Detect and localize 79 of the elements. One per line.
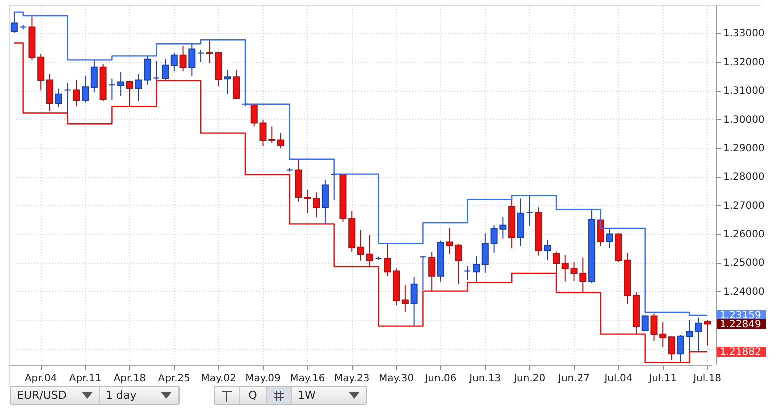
y-tick-label: 1.25000 [724,258,765,270]
x-tick-label: Apr.25 [158,374,191,384]
candlestick [428,252,436,292]
y-tick-label: 1.29000 [724,143,765,154]
candlestick [180,45,187,72]
y-tick-label: 1.31000 [724,86,765,98]
candlestick [206,40,214,64]
candlestick [482,233,489,274]
candlestick [606,228,614,249]
data-label: 1.23159 [720,310,762,322]
x-tick-label: Apr.11 [69,374,102,384]
candlestick [544,240,552,261]
x-tick-label: Apr.18 [114,374,146,384]
y-tick-label: 1.26000 [724,229,765,240]
candlestick [90,60,98,94]
text: 1 day [106,389,137,402]
x-tick-label: Jul.04 [604,374,633,384]
candlestick [153,60,160,82]
candlestick [108,78,116,101]
x-tick-label: Apr.04 [24,374,58,384]
x-tick-label: Jun.06 [424,374,457,384]
candlestick [82,75,90,104]
y-tick-label: 1.24000 [724,286,765,298]
candlestick [278,132,285,150]
x-tick-label: May.02 [201,374,236,384]
candlestick [233,69,240,100]
x-tick-label: Jun.20 [513,374,546,384]
candlestick [188,44,196,78]
candlestick [402,284,409,312]
candlestick [384,243,392,277]
candlestick [46,73,54,112]
y-tick-label: 1.27000 [724,200,765,212]
y-tick-label: 1.33000 [724,28,765,40]
candlestick [330,172,338,201]
text: Q [240,387,267,404]
y-tick-label: 1.32000 [724,57,765,68]
data-label: 1.21882 [720,347,762,358]
x-tick-label: Jul.18 [692,374,722,384]
x-tick-label: May.23 [334,374,370,384]
candlestick [668,336,676,361]
x-tick-label: Jun.13 [468,374,502,384]
candlestick [552,251,560,274]
candlestick [162,58,170,82]
x-tick-label: May.30 [378,374,414,384]
candlestick [562,254,569,282]
candlestick [73,79,80,108]
candlestick [358,230,364,262]
candlestick [38,53,45,92]
x-tick-label: May.09 [246,374,281,384]
candlestick [642,314,649,332]
candlestick [170,52,178,72]
y-tick-label: 1.28000 [724,172,765,184]
candlestick [250,104,258,128]
candlestick [366,234,374,267]
candlestick [64,82,72,114]
candlestick [118,71,125,97]
candlestick [410,277,418,327]
candlestick [677,334,684,364]
candlestick [55,88,62,108]
text: 1W [298,389,316,402]
candlestick [126,80,134,108]
candlestick [420,256,427,291]
candlestick [526,195,534,226]
x-tick-label: May.16 [290,374,326,384]
candlestick [464,266,472,281]
candlestick [313,192,320,218]
text: EUR/USD [17,389,67,402]
y-tick-label: 1.30000 [724,114,765,126]
candlestick [650,313,658,342]
candlestick [224,69,232,96]
candlestick [322,180,329,224]
x-tick-label: Jul.11 [648,374,678,384]
candlestick [473,256,480,282]
candlestick [704,320,712,346]
candlestick [10,12,18,34]
candlestick [198,49,205,63]
x-tick-label: Jun.27 [558,374,590,384]
candlestick [660,322,667,348]
text: 1.22849 [720,319,762,330]
